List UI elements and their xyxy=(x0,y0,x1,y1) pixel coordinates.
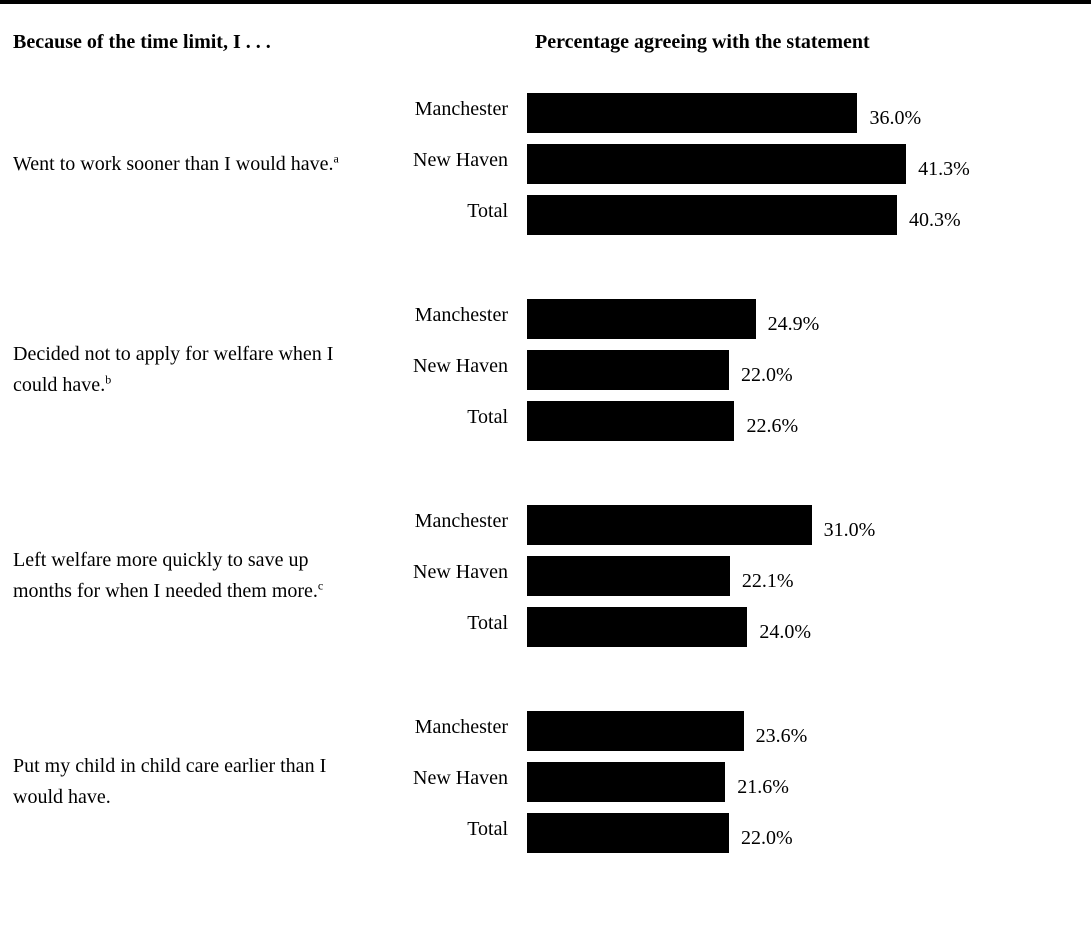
value-label: 22.0% xyxy=(740,364,793,386)
footnote-marker: c xyxy=(317,578,324,593)
bar xyxy=(527,299,756,339)
series-label: Total xyxy=(467,612,508,634)
statement-text: Left welfare more quickly to save up mon… xyxy=(13,549,318,602)
statement-label: Put my child in child care earlier than … xyxy=(13,751,343,813)
series-label: Total xyxy=(467,406,508,428)
statement-label: Went to work sooner than I would have.a xyxy=(13,149,343,180)
bar xyxy=(527,762,726,802)
bar xyxy=(527,505,812,545)
value-label: 23.6% xyxy=(755,725,808,747)
series-label: Manchester xyxy=(414,510,508,532)
series-label: Manchester xyxy=(414,304,508,326)
value-label: 41.3% xyxy=(918,158,970,180)
bar xyxy=(527,350,729,390)
value-label: 24.9% xyxy=(767,313,820,335)
bar xyxy=(527,556,730,596)
value-label: 36.0% xyxy=(869,107,922,129)
value-label: 21.6% xyxy=(737,776,789,798)
percentage-column-header: Percentage agreeing with the statement xyxy=(535,31,870,53)
statement-column-header: Because of the time limit, I . . . xyxy=(13,31,271,53)
series-label: Total xyxy=(467,200,508,222)
value-label: 40.3% xyxy=(908,209,961,231)
series-label: Total xyxy=(467,818,508,840)
value-label: 22.1% xyxy=(741,570,794,592)
footnote-marker: a xyxy=(333,150,339,165)
footnote-marker: b xyxy=(105,372,112,387)
series-label: Manchester xyxy=(414,98,508,120)
statement-text: Decided not to apply for welfare when I … xyxy=(13,343,334,396)
top-rule xyxy=(0,0,1091,4)
statement-label: Decided not to apply for welfare when I … xyxy=(13,339,343,401)
series-label: New Haven xyxy=(413,561,508,583)
value-label: 24.0% xyxy=(759,621,811,643)
statement-label: Left welfare more quickly to save up mon… xyxy=(13,545,343,607)
bar xyxy=(527,607,748,647)
value-label: 22.0% xyxy=(740,827,793,849)
statement-text: Went to work sooner than I would have. xyxy=(13,152,334,175)
bar xyxy=(527,93,858,133)
bar xyxy=(527,401,735,441)
bar xyxy=(527,711,744,751)
bar xyxy=(527,195,897,235)
value-label: 22.6% xyxy=(746,415,799,437)
bar xyxy=(527,144,907,184)
series-label: New Haven xyxy=(413,767,508,789)
series-label: New Haven xyxy=(413,355,508,377)
series-label: New Haven xyxy=(413,149,508,171)
value-label: 31.0% xyxy=(823,519,876,541)
series-label: Manchester xyxy=(414,716,508,738)
bar xyxy=(527,813,729,853)
statement-text: Put my child in child care earlier than … xyxy=(13,755,327,808)
